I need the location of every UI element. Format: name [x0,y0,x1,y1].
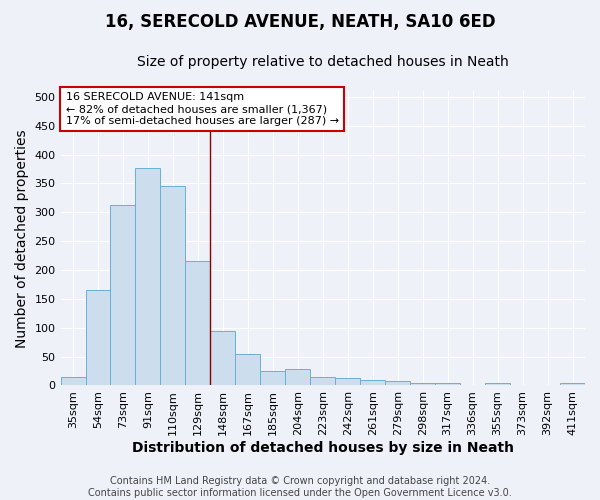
Bar [435,383,460,386]
Bar [185,262,211,386]
Bar [485,383,510,386]
Bar [235,354,260,386]
Bar [410,382,435,386]
Bar [385,382,410,386]
X-axis label: Distribution of detached houses by size in Neath: Distribution of detached houses by size … [132,441,514,455]
Bar [310,377,335,386]
Bar [335,378,360,386]
Bar [61,377,86,386]
Text: Contains HM Land Registry data © Crown copyright and database right 2024.
Contai: Contains HM Land Registry data © Crown c… [88,476,512,498]
Text: 16, SERECOLD AVENUE, NEATH, SA10 6ED: 16, SERECOLD AVENUE, NEATH, SA10 6ED [104,12,496,30]
Y-axis label: Number of detached properties: Number of detached properties [15,129,29,348]
Text: 16 SERECOLD AVENUE: 141sqm
← 82% of detached houses are smaller (1,367)
17% of s: 16 SERECOLD AVENUE: 141sqm ← 82% of deta… [66,92,339,126]
Bar [560,383,585,386]
Bar [110,206,136,386]
Bar [260,371,286,386]
Bar [286,370,310,386]
Title: Size of property relative to detached houses in Neath: Size of property relative to detached ho… [137,55,509,69]
Bar [160,186,185,386]
Bar [211,330,235,386]
Bar [86,290,110,386]
Bar [136,168,160,386]
Bar [360,380,385,386]
